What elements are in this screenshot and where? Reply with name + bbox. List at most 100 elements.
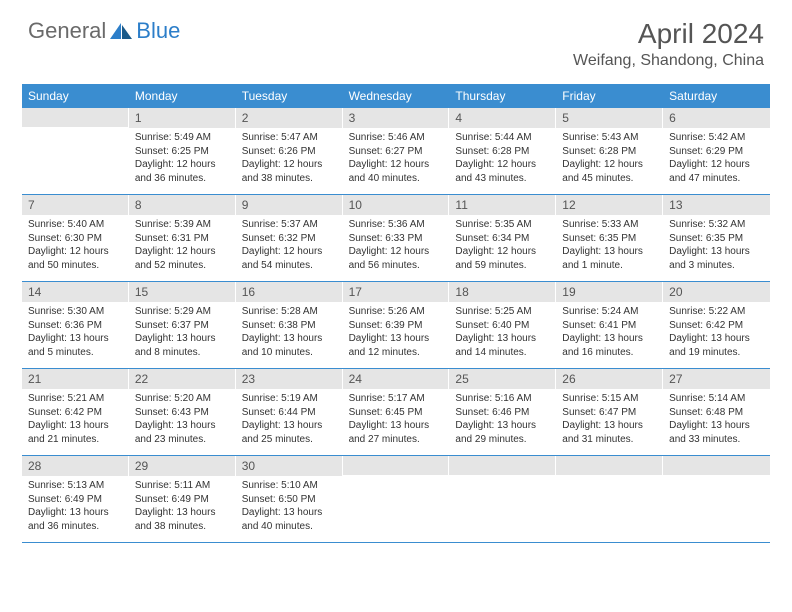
daylight-text: Daylight: 13 hours and 23 minutes. — [135, 419, 230, 446]
day-number: 21 — [22, 369, 129, 389]
day-number: 6 — [663, 108, 770, 128]
calendar-cell: 8Sunrise: 5:39 AMSunset: 6:31 PMDaylight… — [129, 195, 236, 281]
sunset-text: Sunset: 6:27 PM — [349, 145, 444, 159]
calendar-cell — [449, 456, 556, 542]
cell-body — [449, 475, 556, 535]
sunrise-text: Sunrise: 5:14 AM — [669, 392, 764, 406]
daylight-text: Daylight: 13 hours and 40 minutes. — [242, 506, 337, 533]
calendar-cell — [343, 456, 450, 542]
sunset-text: Sunset: 6:45 PM — [349, 406, 444, 420]
sunset-text: Sunset: 6:29 PM — [669, 145, 764, 159]
calendar-cell: 4Sunrise: 5:44 AMSunset: 6:28 PMDaylight… — [449, 108, 556, 194]
day-number — [343, 456, 450, 475]
cell-body: Sunrise: 5:29 AMSunset: 6:37 PMDaylight:… — [129, 302, 236, 365]
calendar-week: 21Sunrise: 5:21 AMSunset: 6:42 PMDayligh… — [22, 369, 770, 456]
cell-body: Sunrise: 5:17 AMSunset: 6:45 PMDaylight:… — [343, 389, 450, 452]
daylight-text: Daylight: 12 hours and 52 minutes. — [135, 245, 230, 272]
sunset-text: Sunset: 6:30 PM — [28, 232, 123, 246]
cell-body — [556, 475, 663, 535]
sunrise-text: Sunrise: 5:17 AM — [349, 392, 444, 406]
calendar-cell: 30Sunrise: 5:10 AMSunset: 6:50 PMDayligh… — [236, 456, 343, 542]
sunrise-text: Sunrise: 5:33 AM — [562, 218, 657, 232]
daylight-text: Daylight: 12 hours and 40 minutes. — [349, 158, 444, 185]
sunrise-text: Sunrise: 5:21 AM — [28, 392, 123, 406]
cell-body: Sunrise: 5:49 AMSunset: 6:25 PMDaylight:… — [129, 128, 236, 191]
day-header: Tuesday — [236, 84, 343, 108]
title-block: April 2024 Weifang, Shandong, China — [573, 18, 764, 70]
calendar-week: 28Sunrise: 5:13 AMSunset: 6:49 PMDayligh… — [22, 456, 770, 543]
day-headers-row: SundayMondayTuesdayWednesdayThursdayFrid… — [22, 84, 770, 108]
daylight-text: Daylight: 13 hours and 31 minutes. — [562, 419, 657, 446]
calendar-cell: 20Sunrise: 5:22 AMSunset: 6:42 PMDayligh… — [663, 282, 770, 368]
sunset-text: Sunset: 6:34 PM — [455, 232, 550, 246]
calendar-cell: 6Sunrise: 5:42 AMSunset: 6:29 PMDaylight… — [663, 108, 770, 194]
cell-body: Sunrise: 5:39 AMSunset: 6:31 PMDaylight:… — [129, 215, 236, 278]
sunrise-text: Sunrise: 5:47 AM — [242, 131, 337, 145]
day-number: 4 — [449, 108, 556, 128]
daylight-text: Daylight: 12 hours and 47 minutes. — [669, 158, 764, 185]
sunset-text: Sunset: 6:28 PM — [455, 145, 550, 159]
logo-sail-icon — [108, 21, 134, 41]
day-number: 13 — [663, 195, 770, 215]
calendar-cell: 24Sunrise: 5:17 AMSunset: 6:45 PMDayligh… — [343, 369, 450, 455]
cell-body: Sunrise: 5:13 AMSunset: 6:49 PMDaylight:… — [22, 476, 129, 539]
sunset-text: Sunset: 6:48 PM — [669, 406, 764, 420]
sunset-text: Sunset: 6:25 PM — [135, 145, 230, 159]
day-number: 8 — [129, 195, 236, 215]
day-number: 11 — [449, 195, 556, 215]
calendar-cell: 2Sunrise: 5:47 AMSunset: 6:26 PMDaylight… — [236, 108, 343, 194]
daylight-text: Daylight: 13 hours and 5 minutes. — [28, 332, 123, 359]
daylight-text: Daylight: 13 hours and 21 minutes. — [28, 419, 123, 446]
cell-body: Sunrise: 5:22 AMSunset: 6:42 PMDaylight:… — [663, 302, 770, 365]
calendar-cell — [663, 456, 770, 542]
day-number: 17 — [343, 282, 450, 302]
day-number: 5 — [556, 108, 663, 128]
sunrise-text: Sunrise: 5:11 AM — [135, 479, 230, 493]
cell-body: Sunrise: 5:43 AMSunset: 6:28 PMDaylight:… — [556, 128, 663, 191]
sunset-text: Sunset: 6:38 PM — [242, 319, 337, 333]
sunrise-text: Sunrise: 5:22 AM — [669, 305, 764, 319]
sunrise-text: Sunrise: 5:25 AM — [455, 305, 550, 319]
sunset-text: Sunset: 6:50 PM — [242, 493, 337, 507]
cell-body — [343, 475, 450, 535]
calendar-cell: 27Sunrise: 5:14 AMSunset: 6:48 PMDayligh… — [663, 369, 770, 455]
day-number: 26 — [556, 369, 663, 389]
day-number: 27 — [663, 369, 770, 389]
daylight-text: Daylight: 12 hours and 56 minutes. — [349, 245, 444, 272]
daylight-text: Daylight: 13 hours and 3 minutes. — [669, 245, 764, 272]
day-number: 9 — [236, 195, 343, 215]
cell-body: Sunrise: 5:21 AMSunset: 6:42 PMDaylight:… — [22, 389, 129, 452]
day-number: 14 — [22, 282, 129, 302]
day-header: Sunday — [22, 84, 129, 108]
sunset-text: Sunset: 6:36 PM — [28, 319, 123, 333]
daylight-text: Daylight: 13 hours and 36 minutes. — [28, 506, 123, 533]
calendar-cell: 10Sunrise: 5:36 AMSunset: 6:33 PMDayligh… — [343, 195, 450, 281]
daylight-text: Daylight: 13 hours and 16 minutes. — [562, 332, 657, 359]
day-number: 19 — [556, 282, 663, 302]
cell-body: Sunrise: 5:36 AMSunset: 6:33 PMDaylight:… — [343, 215, 450, 278]
day-number: 16 — [236, 282, 343, 302]
calendar-cell: 22Sunrise: 5:20 AMSunset: 6:43 PMDayligh… — [129, 369, 236, 455]
calendar-cell: 11Sunrise: 5:35 AMSunset: 6:34 PMDayligh… — [449, 195, 556, 281]
sunrise-text: Sunrise: 5:24 AM — [562, 305, 657, 319]
cell-body: Sunrise: 5:37 AMSunset: 6:32 PMDaylight:… — [236, 215, 343, 278]
calendar-cell — [556, 456, 663, 542]
sunset-text: Sunset: 6:46 PM — [455, 406, 550, 420]
calendar-cell — [22, 108, 129, 194]
cell-body: Sunrise: 5:42 AMSunset: 6:29 PMDaylight:… — [663, 128, 770, 191]
cell-body: Sunrise: 5:28 AMSunset: 6:38 PMDaylight:… — [236, 302, 343, 365]
calendar-cell: 1Sunrise: 5:49 AMSunset: 6:25 PMDaylight… — [129, 108, 236, 194]
logo-text-blue: Blue — [136, 18, 180, 44]
sunset-text: Sunset: 6:49 PM — [28, 493, 123, 507]
sunset-text: Sunset: 6:33 PM — [349, 232, 444, 246]
day-number — [663, 456, 770, 475]
cell-body: Sunrise: 5:40 AMSunset: 6:30 PMDaylight:… — [22, 215, 129, 278]
sunrise-text: Sunrise: 5:29 AM — [135, 305, 230, 319]
sunrise-text: Sunrise: 5:37 AM — [242, 218, 337, 232]
page-header: General Blue April 2024 Weifang, Shandon… — [0, 0, 792, 76]
sunset-text: Sunset: 6:28 PM — [562, 145, 657, 159]
logo-text-general: General — [28, 18, 106, 44]
sunset-text: Sunset: 6:39 PM — [349, 319, 444, 333]
daylight-text: Daylight: 13 hours and 14 minutes. — [455, 332, 550, 359]
sunrise-text: Sunrise: 5:32 AM — [669, 218, 764, 232]
